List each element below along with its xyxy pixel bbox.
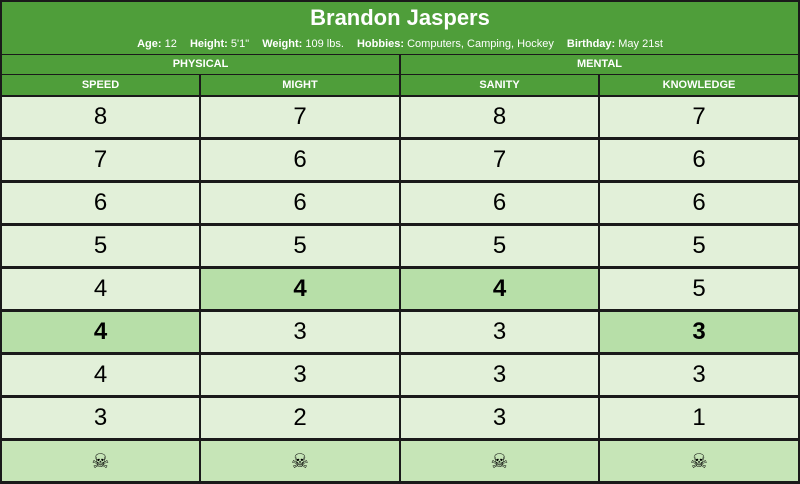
column-speed: SPEED [2, 75, 199, 95]
might-death-cell[interactable]: ☠ [201, 441, 399, 481]
speed-track-value[interactable]: 4 [2, 269, 199, 309]
character-name: Brandon Jaspers [310, 5, 490, 30]
stat-height: Height: 5'1" [190, 38, 249, 50]
knowledge-track-value[interactable]: 3 [600, 355, 798, 395]
speed-track-value[interactable]: 6 [2, 183, 199, 223]
might-track-value[interactable]: 4 [201, 269, 399, 309]
speed-death-cell[interactable]: ☠ [2, 441, 199, 481]
stat-weight: Weight: 109 lbs. [262, 38, 344, 50]
stat-value: May 21st [618, 38, 663, 50]
might-track-value[interactable]: 3 [201, 355, 399, 395]
knowledge-track-value[interactable]: 6 [600, 183, 798, 223]
column-knowledge: KNOWLEDGE [600, 75, 798, 95]
knowledge-track-value[interactable]: 5 [600, 269, 798, 309]
skull-icon: ☠ [490, 451, 509, 473]
sanity-track-value[interactable]: 8 [401, 97, 598, 137]
column-sanity: SANITY [401, 75, 598, 95]
knowledge-track-value[interactable]: 6 [600, 140, 798, 180]
stat-value: Computers, Camping, Hockey [407, 38, 554, 50]
speed-track-value[interactable]: 4 [2, 312, 199, 352]
stat-label: Hobbies: [356, 38, 405, 50]
might-track-value[interactable]: 6 [201, 183, 399, 223]
speed-track-value[interactable]: 3 [2, 398, 199, 438]
skull-icon: ☠ [91, 451, 110, 473]
speed-track-value[interactable]: 7 [2, 140, 199, 180]
knowledge-track-value[interactable]: 3 [600, 312, 798, 352]
knowledge-track-value[interactable]: 1 [600, 398, 798, 438]
knowledge-track-value[interactable]: 5 [600, 226, 798, 266]
stat-label: Age: [137, 38, 162, 50]
sanity-track-value[interactable]: 7 [401, 140, 598, 180]
might-track-value[interactable]: 5 [201, 226, 399, 266]
skull-icon: ☠ [291, 451, 309, 473]
sanity-track-value[interactable]: 6 [401, 183, 598, 223]
stat-value: 5'1" [230, 38, 250, 50]
might-track-value[interactable]: 7 [201, 97, 399, 137]
stat-label: Height: [189, 38, 228, 50]
character-stats: Age: 12 Height: 5'1" Weight: 109 lbs. Ho… [2, 37, 798, 51]
group-mental: MENTAL [401, 55, 798, 74]
knowledge-track-value[interactable]: 7 [600, 97, 798, 137]
might-track-value[interactable]: 2 [201, 398, 399, 438]
knowledge-death-cell[interactable]: ☠ [600, 441, 798, 481]
might-track-value[interactable]: 6 [201, 140, 399, 180]
sanity-track-value[interactable]: 3 [401, 355, 598, 395]
stat-label: Birthday: [566, 38, 616, 50]
stat-age: Age: 12 [137, 38, 177, 50]
group-physical: PHYSICAL [2, 55, 399, 74]
stat-birthday: Birthday: May 21st [567, 38, 663, 50]
speed-track-value[interactable]: 5 [2, 226, 199, 266]
speed-track-value[interactable]: 4 [2, 355, 199, 395]
skull-icon: ☠ [690, 451, 708, 473]
sanity-track-value[interactable]: 4 [401, 269, 598, 309]
column-might: MIGHT [201, 75, 399, 95]
sanity-track-value[interactable]: 3 [401, 398, 598, 438]
speed-track-value[interactable]: 8 [2, 97, 199, 137]
character-header: Brandon Jaspers Age: 12 Height: 5'1" Wei… [2, 2, 798, 54]
might-track-value[interactable]: 3 [201, 312, 399, 352]
sanity-track-value[interactable]: 5 [401, 226, 598, 266]
sanity-death-cell[interactable]: ☠ [401, 441, 598, 481]
stat-label: Weight: [262, 38, 303, 50]
sanity-track-value[interactable]: 3 [401, 312, 598, 352]
stat-value: 12 [164, 38, 177, 50]
stat-value: 109 lbs. [305, 38, 344, 50]
stat-hobbies: Hobbies: Computers, Camping, Hockey [357, 38, 554, 50]
